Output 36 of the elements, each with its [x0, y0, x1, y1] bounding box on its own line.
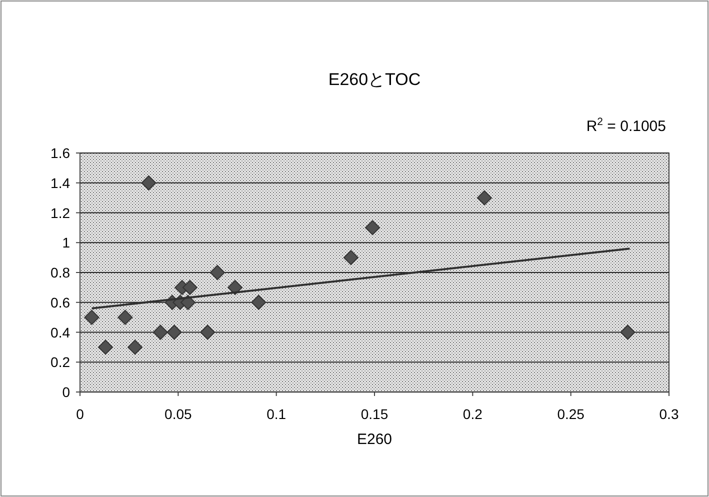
x-tick-label: 0 — [76, 406, 84, 422]
y-tick-label: 0.4 — [50, 324, 70, 340]
x-tick-label: 0.05 — [164, 406, 192, 422]
point — [620, 324, 636, 340]
y-tick-label: 1.4 — [50, 174, 70, 191]
y-tick-label: 1 — [62, 234, 70, 251]
x-tick-label: 0.15 — [360, 406, 388, 422]
x-tick-label: 0.1 — [266, 406, 286, 422]
point — [228, 280, 243, 295]
x-tick-label: 0.3 — [659, 406, 679, 422]
point — [166, 324, 182, 340]
y-tick-label: 0.6 — [50, 294, 70, 310]
point — [84, 310, 100, 325]
chart-title: E260とTOC — [328, 70, 421, 89]
y-tick-label: 0.8 — [50, 264, 70, 280]
point — [152, 324, 168, 340]
point — [343, 250, 358, 266]
point — [118, 310, 133, 325]
y-tick-label: 0 — [62, 384, 70, 400]
point — [127, 340, 142, 355]
x-tick-label: 0.25 — [557, 406, 585, 422]
point — [98, 340, 114, 355]
point — [476, 190, 492, 206]
y-tick-label: 1.6 — [50, 145, 70, 161]
point — [251, 294, 266, 310]
point — [365, 220, 380, 236]
x-tick-label: 0.2 — [462, 406, 483, 422]
text: R$^{2}$ = 0.1005 — [586, 116, 666, 135]
y-tick-label: 1.2 — [50, 204, 70, 221]
y-tick-label: 0.2 — [50, 354, 70, 370]
point — [180, 294, 196, 310]
point — [200, 324, 216, 340]
point — [141, 175, 156, 190]
point — [210, 265, 225, 280]
x-axis-title: E260 — [356, 431, 392, 448]
point — [182, 280, 198, 295]
